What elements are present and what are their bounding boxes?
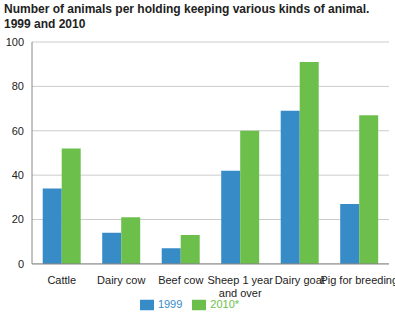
svg-text:100: 100 <box>8 36 24 48</box>
svg-text:60: 60 <box>12 125 24 137</box>
svg-text:Cattle: Cattle <box>47 274 76 286</box>
svg-text:Dairy cow: Dairy cow <box>97 274 145 286</box>
svg-text:20: 20 <box>12 213 24 225</box>
html-text:1999 and 2010: 1999 and 2010 <box>4 17 86 31</box>
html-text:1999: 1999 <box>157 297 183 310</box>
svg-text:Pig for breeding: Pig for breeding <box>320 274 387 286</box>
svg-text:80: 80 <box>12 80 24 92</box>
html-text:Number of animals per holding: Number of animals per holding keeping va… <box>4 2 370 16</box>
svg-text:Sheep 1 yearand over: Sheep 1 yearand over <box>208 274 274 299</box>
svg-text:40: 40 <box>12 169 24 181</box>
svg-text:0: 0 <box>18 258 24 270</box>
svg-text:Dairy goat: Dairy goat <box>275 274 325 286</box>
html-text:2010*: 2010* <box>210 297 240 310</box>
svg-text:Beef cow: Beef cow <box>158 274 203 286</box>
